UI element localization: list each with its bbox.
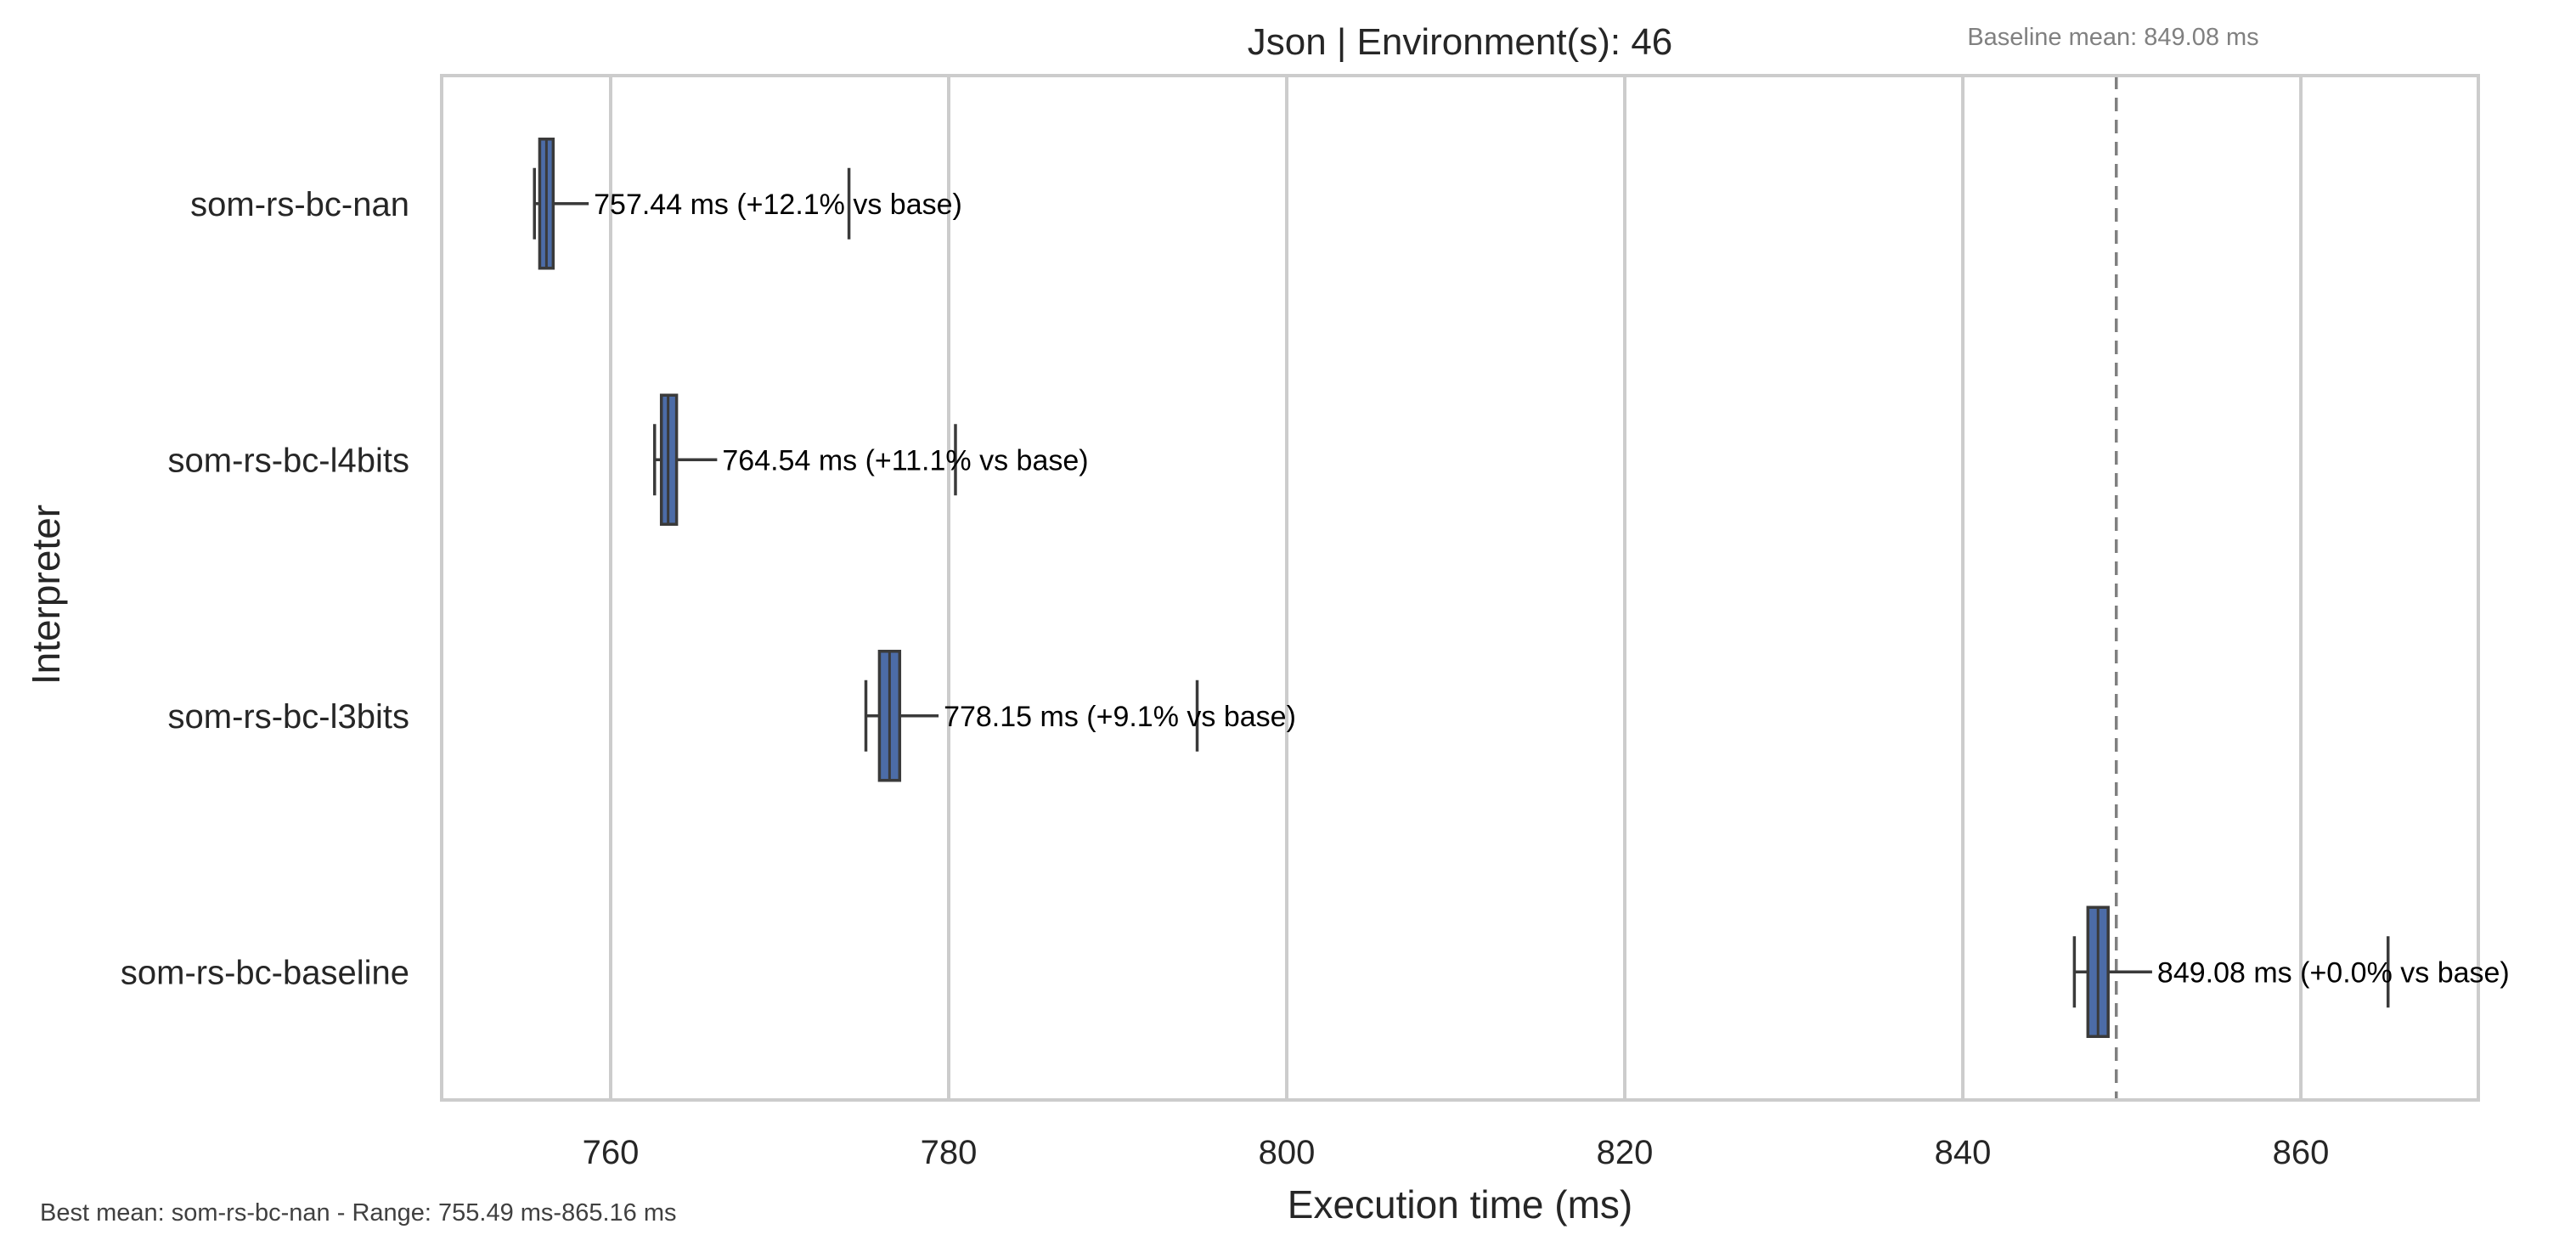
y-tick-labels: som-rs-bc-nan som-rs-bc-l4bits som-rs-bc-l… — [121, 186, 409, 992]
grid-lines — [609, 76, 2303, 1100]
footer-summary: Best mean: som-rs-bc-nan - Range: 755.49… — [40, 1199, 677, 1227]
box-som-rs-bc-l3bits — [864, 650, 1199, 782]
x-tick-label: 860 — [2273, 1134, 2330, 1171]
y-tick-label: som-rs-bc-nan — [190, 186, 409, 223]
x-tick-labels: 760 780 800 820 840 860 — [583, 1134, 2330, 1171]
x-tick-label: 820 — [1597, 1134, 1654, 1171]
x-tick-label: 840 — [1935, 1134, 1992, 1171]
x-tick-label: 760 — [583, 1134, 640, 1171]
boxplots — [533, 138, 2390, 1038]
x-tick-label: 780 — [921, 1134, 978, 1171]
mean-label: 849.08 ms (+0.0% vs base) — [2157, 956, 2510, 989]
plot-frame — [440, 74, 2480, 1102]
y-axis-label: Interpreter — [24, 505, 68, 685]
baseline-mean-note: Baseline mean: 849.08 ms — [1967, 24, 2258, 51]
chart-title: Json | Environment(s): 46 — [1248, 21, 1673, 63]
y-tick-label: som-rs-bc-l3bits — [168, 698, 409, 736]
box-som-rs-bc-baseline — [2072, 905, 2390, 1038]
mean-label: 778.15 ms (+9.1% vs base) — [944, 701, 1296, 733]
mean-label: 757.44 ms (+12.1% vs base) — [594, 189, 962, 221]
x-axis-label: Execution time (ms) — [1288, 1182, 1632, 1227]
box-som-rs-bc-l4bits — [652, 393, 957, 526]
x-tick-label: 800 — [1259, 1134, 1316, 1171]
y-tick-label: som-rs-bc-baseline — [121, 954, 409, 991]
mean-label: 764.54 ms (+11.1% vs base) — [722, 444, 1088, 477]
data-labels: 757.44 ms (+12.1% vs base) 764.54 ms (+11… — [594, 189, 2510, 990]
box-som-rs-bc-nan — [533, 138, 851, 270]
y-tick-label: som-rs-bc-l4bits — [168, 442, 409, 479]
